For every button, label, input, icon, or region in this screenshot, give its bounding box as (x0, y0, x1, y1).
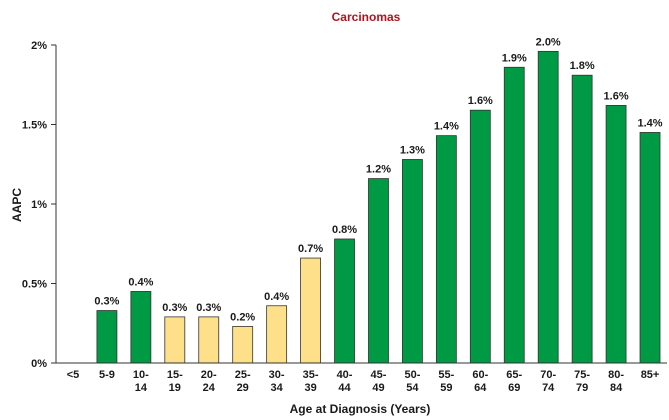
y-axis-label: AAPC (10, 188, 24, 222)
x-tick-label-line2: 54 (406, 382, 419, 394)
x-tick-label: 50- (404, 369, 420, 381)
x-tick-label: 35- (303, 369, 319, 381)
y-tick-label: 2% (31, 40, 47, 52)
bar-value-label: 0.2% (230, 311, 255, 323)
x-tick-label-line2: 69 (508, 382, 520, 394)
bar-value-label: 2.0% (536, 36, 561, 48)
bar-2529 (232, 326, 254, 364)
x-tick-label-line2: 39 (304, 382, 316, 394)
chart-title: Carcinomas (332, 10, 401, 24)
bar-3034 (266, 305, 288, 364)
bar-85+ (639, 132, 661, 364)
x-tick-label: 5-9 (99, 369, 115, 381)
x-tick-label: 75- (574, 369, 590, 381)
x-tick-label-line2: 34 (271, 382, 284, 394)
bar-value-label: 1.4% (637, 117, 662, 129)
x-tick-label: 15- (167, 369, 183, 381)
x-tick-label: 40- (337, 369, 353, 381)
x-tick-label-line2: 74 (542, 382, 555, 394)
bar-value-label: 0.4% (128, 276, 153, 288)
x-tick-label-line2: 84 (610, 382, 623, 394)
bar-5559 (435, 135, 457, 364)
x-tick-label: 30- (269, 369, 285, 381)
bar-6064 (469, 109, 491, 364)
bar-value-label: 1.4% (434, 121, 459, 133)
bar-value-label: 0.4% (264, 291, 289, 303)
y-tick-label: 1.5% (22, 120, 47, 132)
bar-5054 (402, 159, 423, 364)
bar-7074 (537, 50, 559, 364)
bar-value-label: 0.3% (94, 296, 119, 308)
bar-7579 (571, 74, 593, 364)
bar-value-label: 0.3% (196, 302, 221, 314)
x-tick-label-line2: 44 (338, 382, 351, 394)
bar-1519 (164, 316, 186, 364)
y-tick-label: 0% (31, 358, 47, 370)
bar-value-label: 1.9% (502, 52, 527, 64)
x-tick-label: 20- (201, 369, 217, 381)
x-tick-label-line2: 29 (237, 382, 249, 394)
bar-4044 (334, 238, 355, 364)
x-axis: <5 5-9 10-14 15-19 20-24 25-29 30-34 35-39 40-44… (56, 362, 667, 394)
x-tick-label: 60- (472, 369, 488, 381)
bar-value-label: 0.7% (298, 243, 323, 255)
bar-8084 (605, 105, 627, 364)
bar-3539 (300, 257, 321, 364)
x-tick-label-line2: 59 (440, 382, 452, 394)
x-tick-label: 25- (235, 369, 251, 381)
y-tick-label: 1% (31, 199, 47, 211)
bar-value-label: 1.6% (468, 95, 493, 107)
bar-value-label: 0.3% (162, 302, 187, 314)
y-axis: 0% 0.5% 1% 1.5% 2% (22, 40, 57, 370)
bar-value-label: 1.6% (604, 90, 629, 102)
bar-59 (96, 310, 118, 364)
bar-2024 (198, 316, 220, 364)
x-tick-label: 80- (608, 369, 624, 381)
bar-6569 (503, 66, 525, 364)
x-tick-label: <5 (67, 369, 80, 381)
x-tick-label: 70- (540, 369, 556, 381)
x-axis-label: Age at Diagnosis (Years) (290, 402, 431, 416)
x-tick-label: 10- (133, 369, 149, 381)
x-tick-label-line2: 79 (576, 382, 588, 394)
x-tick-label-line2: 64 (474, 382, 487, 394)
x-tick-label-line2: 14 (135, 382, 148, 394)
x-tick-label: 85+ (641, 369, 660, 381)
x-tick-label-line2: 49 (372, 382, 384, 394)
y-tick-label: 0.5% (22, 279, 47, 291)
bars: 0.3% 0.4% 0.3% 0.3% 0.2% 0.4% 0.7% 0.8% 1.2% 1.3%… (94, 36, 663, 364)
x-tick-label: 55- (438, 369, 454, 381)
x-tick-label: 65- (506, 369, 522, 381)
x-tick-label-line2: 19 (169, 382, 181, 394)
x-tick-label: 45- (371, 369, 387, 381)
bar-1014 (130, 291, 152, 364)
bar-4549 (368, 178, 389, 364)
bar-value-label: 1.3% (400, 144, 425, 156)
bar-value-label: 1.8% (570, 60, 595, 72)
bar-value-label: 0.8% (332, 224, 357, 236)
bar-value-label: 1.2% (366, 164, 391, 176)
x-tick-label-line2: 24 (203, 382, 216, 394)
